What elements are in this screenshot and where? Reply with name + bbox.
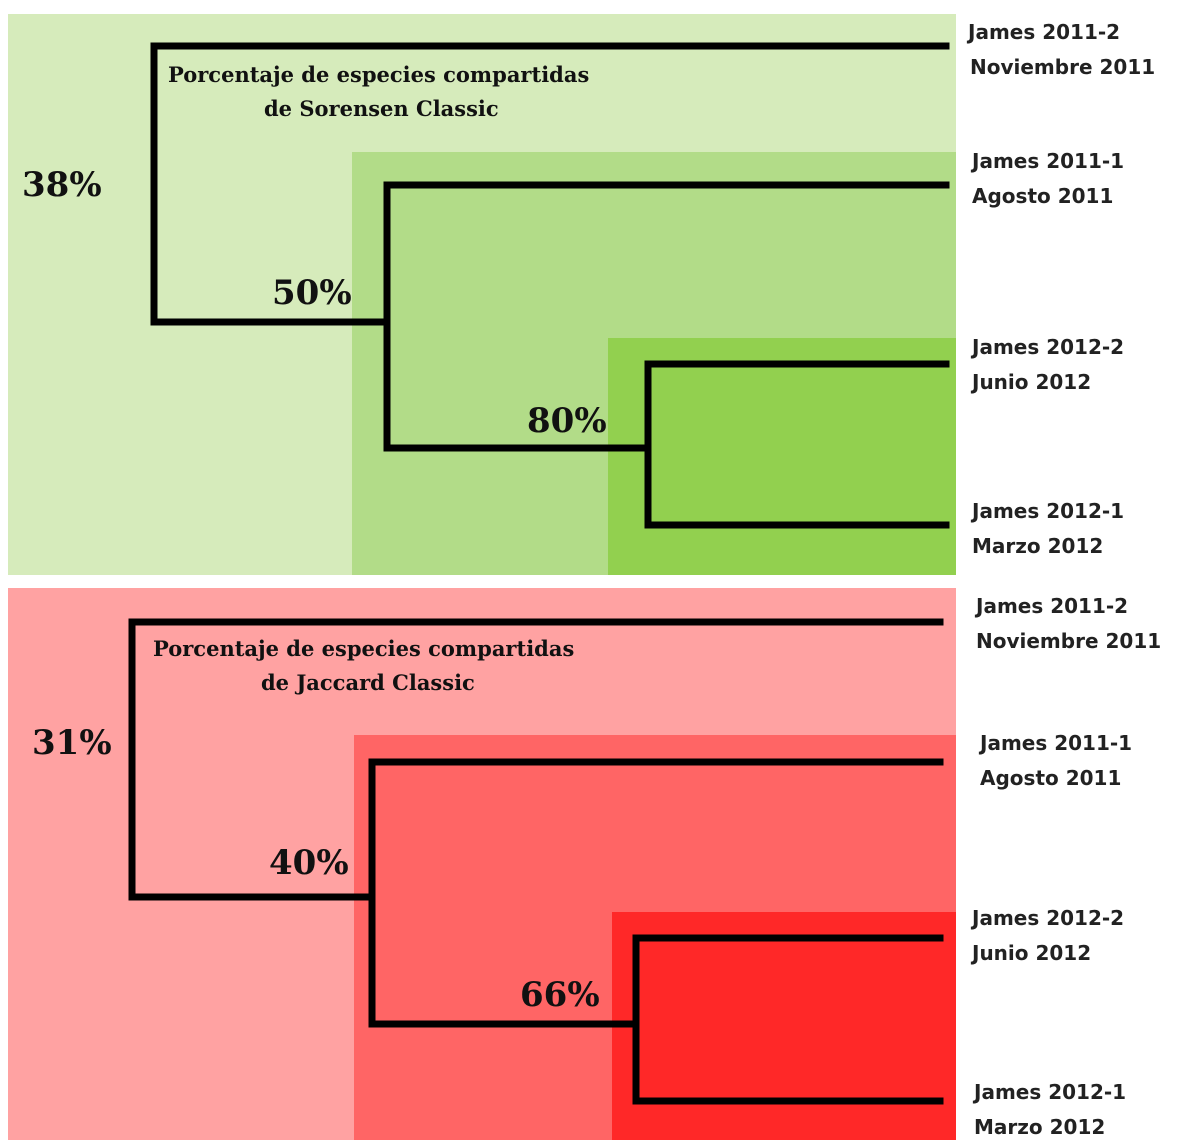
sorensen-branch-root [150,42,950,326]
jaccard-leaf-date: Agosto 2011 [980,766,1121,790]
jaccard-branch-inner [632,934,944,1105]
sorensen-branch-inner [644,360,950,529]
sorensen-leaf-date: Agosto 2011 [972,184,1113,208]
sorensen-leaf-name: James 2011-2 [966,20,1120,44]
sorensen-leaf-name: James 2011-1 [970,149,1124,173]
sorensen-branch-mid [383,181,950,452]
sorensen-pct-root: 38% [22,165,102,205]
jaccard-pct-mid: 40% [269,843,349,883]
sorensen-leaf-date: Noviembre 2011 [970,55,1155,79]
sorensen-leaf-date: Junio 2012 [970,370,1091,394]
sorensen-inner-box [608,338,956,575]
jaccard-title-line2: de Jaccard Classic [261,670,475,695]
sorensen-panel: Porcentaje de especies compartidas de So… [8,14,956,575]
jaccard-title-line1: Porcentaje de especies compartidas [153,636,574,661]
jaccard-leaf-name: James 2011-2 [974,594,1128,618]
jaccard-pct-root: 31% [32,723,112,763]
sorensen-title-line1: Porcentaje de especies compartidas [168,62,589,87]
jaccard-pct-inner: 66% [520,975,600,1015]
jaccard-panel: Porcentaje de especies compartidas de Ja… [8,588,956,1140]
jaccard-branch-root [128,618,944,901]
sorensen-title-line2: de Sorensen Classic [264,96,499,121]
jaccard-leaf-date: Noviembre 2011 [976,629,1161,653]
jaccard-leaf-name: James 2011-1 [978,731,1132,755]
jaccard-leaf-name: James 2012-2 [970,906,1124,930]
jaccard-leaf-name: James 2012-1 [972,1080,1126,1104]
jaccard-leaf-labels: James 2011-2 Noviembre 2011 James 2011-1… [970,594,1161,1139]
jaccard-inner-box [612,912,956,1140]
sorensen-pct-mid: 50% [272,273,352,313]
sorensen-pct-inner: 80% [527,401,607,441]
sorensen-leaf-name: James 2012-1 [970,499,1124,523]
sorensen-leaf-date: Marzo 2012 [972,534,1103,558]
jaccard-leaf-date: Marzo 2012 [974,1115,1105,1139]
jaccard-branch-mid [368,758,944,1028]
sorensen-leaf-name: James 2012-2 [970,335,1124,359]
sorensen-leaf-labels: James 2011-2 Noviembre 2011 James 2011-1… [966,20,1155,558]
jaccard-leaf-date: Junio 2012 [970,941,1091,965]
